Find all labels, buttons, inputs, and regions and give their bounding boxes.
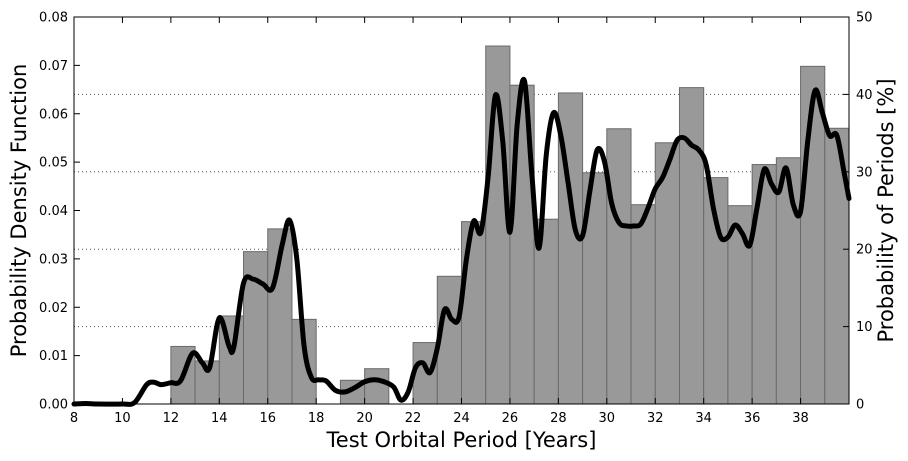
x-tick-label: 30 (599, 411, 616, 426)
x-tick-label: 20 (356, 411, 373, 426)
y-tick-label: 0.07 (39, 59, 68, 74)
x-tick-label: 10 (114, 411, 131, 426)
y-tick-label: 0.06 (39, 107, 68, 122)
histogram-bar (727, 205, 753, 405)
x-tick-label: 22 (405, 411, 422, 426)
y2-tick-label: 40 (856, 88, 873, 103)
x-tick-label: 36 (744, 411, 761, 426)
x-tick-label: 26 (502, 411, 519, 426)
x-axis-title: Test Orbital Period [Years] (326, 428, 597, 452)
histogram-bar (800, 65, 826, 405)
y2-axis-title: Probability of Periods [%] (874, 78, 898, 342)
axes-ticks: 8 10 12 14 16 18 20 22 24 26 28 30 32 34 36 38 0.00 0.01 0… (39, 11, 873, 427)
y2-tick-label: 30 (856, 165, 873, 180)
x-tick-label: 14 (211, 411, 228, 426)
x-tick-label: 8 (70, 411, 78, 426)
x-tick-label: 32 (647, 411, 664, 426)
y2-tick-label: 20 (856, 243, 873, 258)
histogram-bar (775, 157, 802, 405)
x-tick-label: 16 (259, 411, 276, 426)
histogram-bar (606, 128, 632, 405)
x-tick-label: 38 (792, 411, 809, 426)
x-tick-label: 24 (453, 411, 470, 426)
histogram-bar (630, 204, 656, 405)
y-axis-title: Probability Density Function (7, 64, 31, 358)
pdf-curve-layer (71, 76, 852, 407)
histogram-bar (364, 368, 390, 405)
pdf-curve (71, 76, 852, 407)
histogram-bar (533, 218, 559, 405)
histogram-bar (461, 221, 487, 405)
histogram-bar (412, 342, 438, 405)
y-tick-label: 0.05 (39, 156, 68, 171)
x-tick-label: 34 (695, 411, 712, 426)
x-tick-label: 28 (550, 411, 567, 426)
y-tick-label: 0.03 (39, 252, 68, 267)
y-tick-label: 0.00 (39, 398, 68, 413)
y-tick-label: 0.02 (39, 301, 68, 316)
x-tick-label: 18 (308, 411, 325, 426)
y-tick-label: 0.01 (39, 349, 68, 364)
x-tick-label: 12 (163, 411, 180, 426)
y-tick-label: 0.04 (39, 204, 68, 219)
y2-tick-label: 10 (856, 320, 873, 335)
y-tick-label: 0.08 (39, 11, 68, 26)
histogram-bar (678, 87, 705, 405)
y2-tick-label: 0 (856, 398, 864, 413)
y2-tick-label: 50 (856, 11, 873, 26)
